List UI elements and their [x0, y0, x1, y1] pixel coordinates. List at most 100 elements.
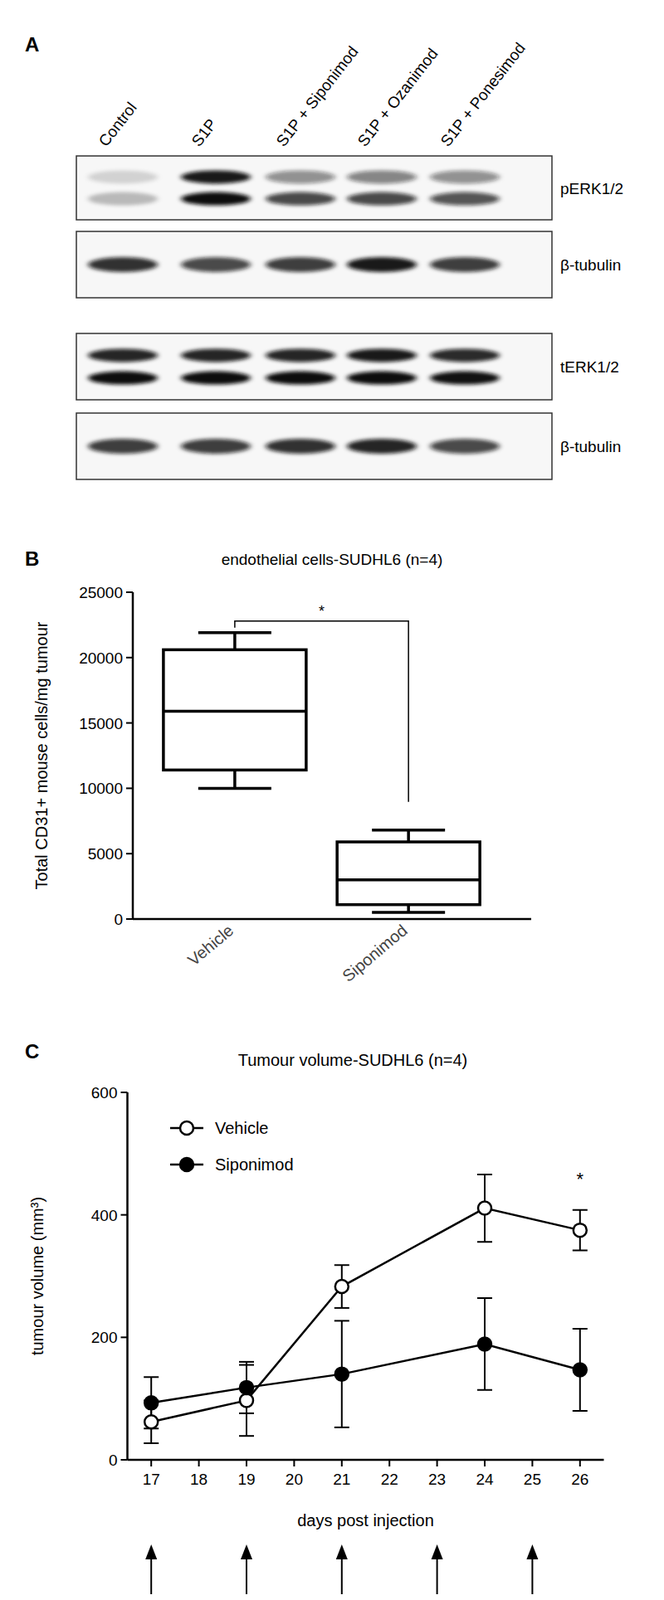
- y-tick: [126, 657, 133, 660]
- significance: *: [318, 603, 325, 621]
- x-tick: [579, 1460, 581, 1468]
- error-bar: [334, 1265, 350, 1309]
- line: [151, 1209, 581, 1424]
- whisker-cap: [198, 631, 272, 635]
- band: [429, 348, 500, 362]
- y-axis: [126, 1093, 129, 1461]
- band: [346, 257, 417, 273]
- marker: [144, 1396, 158, 1411]
- x-tick: [150, 1460, 152, 1468]
- error-cap: [143, 1376, 159, 1379]
- x-tick-label: 20: [285, 1471, 303, 1490]
- y-axis: [131, 592, 135, 920]
- lane-label: S1P: [188, 115, 221, 150]
- band: [180, 348, 251, 362]
- title: endothelial cells-SUDHL6 (n=4): [221, 551, 444, 569]
- band: [265, 257, 336, 273]
- arrow-head: [240, 1545, 253, 1561]
- band: [346, 170, 417, 184]
- row-label: tERK1/2: [560, 358, 620, 376]
- band: [346, 439, 417, 455]
- error-bar: [239, 1362, 254, 1415]
- x-tick-label: Vehicle: [184, 921, 238, 970]
- error-cap: [334, 1264, 350, 1267]
- x-tick: [388, 1460, 391, 1468]
- marker: [335, 1368, 349, 1382]
- legend-label: Siponimod: [214, 1156, 294, 1175]
- blot-frame: [76, 156, 552, 220]
- error-bar: [143, 1377, 159, 1430]
- box: [336, 842, 480, 906]
- lane-label: S1P + Ozanimod: [354, 44, 442, 150]
- whisker: [233, 770, 237, 789]
- panel-label: A: [24, 33, 40, 56]
- y-tick-label: 0: [113, 911, 123, 929]
- y-tick: [126, 722, 133, 725]
- dosing-arrow: [145, 1545, 157, 1596]
- y-tick-label: 25000: [78, 584, 123, 602]
- marker: [573, 1224, 587, 1238]
- y-label: Total CD31+ mouse cells/mg tumour: [32, 621, 51, 890]
- error-cap: [572, 1411, 588, 1413]
- line: [151, 1344, 581, 1404]
- band: [265, 439, 336, 455]
- band: [429, 371, 500, 386]
- y-tick-label: 0: [108, 1452, 118, 1470]
- x-tick: [292, 1460, 295, 1468]
- band: [87, 257, 158, 273]
- x-tick-label: 19: [237, 1471, 255, 1490]
- x-tick: [483, 1460, 486, 1468]
- dosing-arrow: [526, 1545, 538, 1596]
- error-cap: [572, 1249, 588, 1252]
- dosing-arrow: [240, 1545, 253, 1596]
- error-cap: [334, 1308, 350, 1310]
- whisker-cap: [371, 829, 445, 833]
- y-tick-label: 10000: [78, 780, 123, 798]
- band: [180, 439, 251, 455]
- x-tick: [531, 1460, 533, 1468]
- legend-label: Vehicle: [214, 1119, 269, 1138]
- figure: AControlS1PS1P + SiponimodS1P + Ozanimod…: [0, 0, 664, 1600]
- blot-frame: [76, 231, 552, 298]
- arrow-shaft: [531, 1557, 533, 1596]
- y-tick: [126, 787, 133, 790]
- row-label: pERK1/2: [560, 180, 624, 198]
- y-tick-label: 200: [91, 1329, 118, 1348]
- band: [429, 439, 500, 455]
- error-cap: [239, 1413, 254, 1416]
- band: [429, 192, 500, 206]
- y-tick-label: 5000: [87, 845, 123, 864]
- y-tick: [121, 1337, 128, 1339]
- band: [87, 348, 158, 362]
- marker: [335, 1280, 349, 1294]
- band: [87, 439, 158, 455]
- arrow-shaft: [150, 1557, 152, 1596]
- x-axis: [132, 918, 532, 922]
- x-tick-label: 25: [523, 1471, 542, 1490]
- plot-area: [143, 1175, 588, 1445]
- legend-marker: [180, 1122, 194, 1136]
- y-tick-label: 15000: [78, 715, 123, 733]
- marker: [478, 1202, 492, 1216]
- error-cap: [334, 1320, 350, 1323]
- error-cap: [477, 1390, 493, 1392]
- marker: [144, 1415, 158, 1430]
- plot-area: [163, 633, 480, 913]
- x-tick-label: 22: [380, 1471, 399, 1490]
- arrow-shaft: [436, 1557, 439, 1596]
- title: Tumour volume-SUDHL6 (n=4): [238, 1051, 469, 1070]
- legend-item: Siponimod: [170, 1156, 294, 1175]
- y-tick: [126, 918, 133, 921]
- marker: [573, 1363, 587, 1377]
- x-tick: [436, 1460, 439, 1468]
- blot-frame: [76, 413, 552, 480]
- x-tick-label: 23: [428, 1471, 446, 1490]
- lane-label: S1P + Siponimod: [273, 43, 362, 151]
- error-cap: [477, 1298, 493, 1300]
- median: [336, 878, 480, 883]
- row-label: β-tubulin: [560, 256, 621, 274]
- x-tick: [245, 1460, 248, 1468]
- significance-bracket: [234, 621, 409, 803]
- x-tick-label: 26: [571, 1471, 589, 1490]
- band: [346, 192, 417, 206]
